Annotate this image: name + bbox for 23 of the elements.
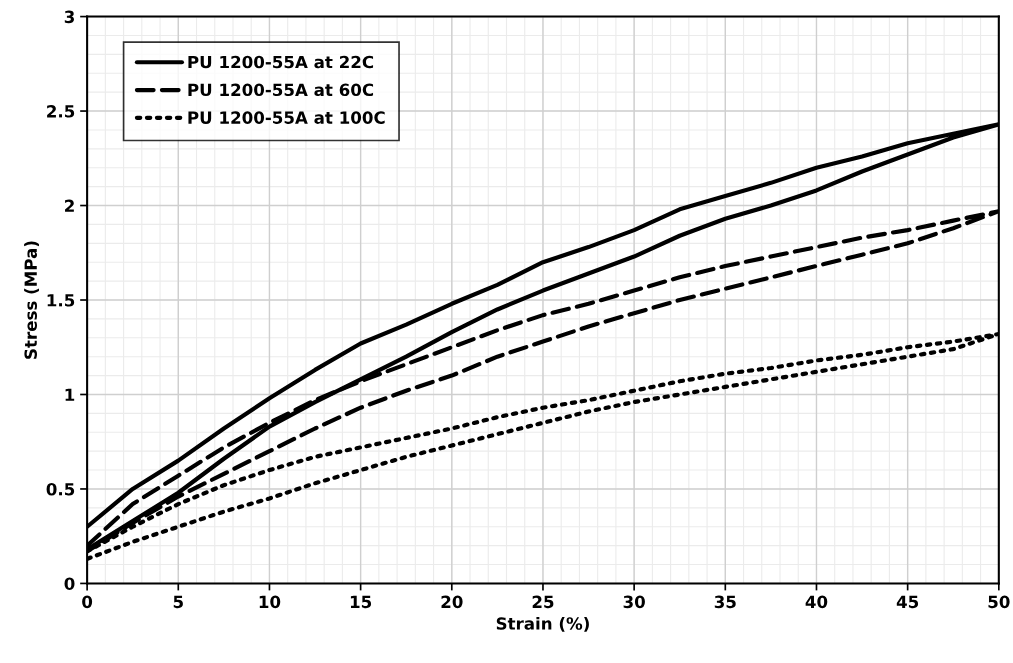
y-axis-title: Stress (MPa) [24, 241, 39, 359]
x-tick-label: 25 [532, 595, 554, 609]
x-tick-label: 35 [714, 595, 736, 609]
y-tick-label: 2 [65, 199, 74, 212]
x-tick-label: 40 [805, 595, 828, 609]
y-tick-label: 3 [64, 10, 74, 24]
y-tick-label: 0 [64, 577, 75, 591]
y-tick-label: 1.5 [47, 294, 75, 307]
x-tick-label: 5 [173, 595, 183, 609]
x-tick-label: 50 [988, 595, 1010, 609]
legend-label: PU 1200-55A at 100C [188, 111, 385, 124]
x-tick-label: 0 [82, 595, 93, 609]
x-tick-label: 15 [350, 595, 372, 609]
y-tick-label: 1 [65, 388, 75, 401]
legend-label: PU 1200-55A at 22C [188, 55, 374, 69]
y-tick-label: 2.5 [47, 105, 75, 118]
x-tick-label: 45 [896, 595, 919, 609]
x-axis-title: Strain (%) [496, 616, 589, 632]
y-tick-label: 0.5 [46, 482, 75, 496]
x-tick-label: 30 [623, 595, 645, 609]
x-tick-label: 10 [259, 595, 281, 609]
x-tick-label: 20 [441, 595, 463, 609]
legend-label: PU 1200-55A at 60C [188, 83, 374, 97]
